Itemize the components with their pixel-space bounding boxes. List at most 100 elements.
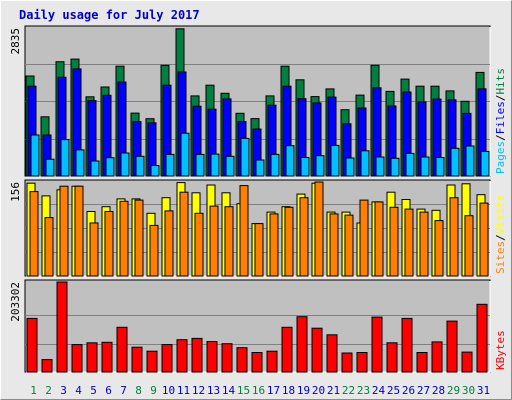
bar-sites-10 bbox=[164, 210, 174, 277]
bar-sites-19 bbox=[299, 197, 309, 277]
day-label-30: 30 bbox=[462, 384, 475, 397]
day-label-4: 4 bbox=[75, 384, 82, 397]
legend-separator: / bbox=[494, 134, 507, 141]
bar-sites-15 bbox=[239, 185, 249, 277]
bar-pages-19 bbox=[300, 157, 310, 177]
bar-kbytes-24 bbox=[371, 316, 383, 373]
bar-kbytes-22 bbox=[341, 352, 353, 373]
bar-pages-20 bbox=[315, 155, 325, 177]
bar-kbytes-30 bbox=[461, 351, 473, 373]
day-label-13: 13 bbox=[207, 384, 220, 397]
legend-visits: Visits bbox=[494, 195, 507, 235]
bar-sites-11 bbox=[179, 191, 189, 277]
day-label-19: 19 bbox=[297, 384, 310, 397]
bar-kbytes-21 bbox=[326, 334, 338, 373]
legend-files: Files bbox=[494, 101, 507, 134]
day-label-31: 31 bbox=[477, 384, 490, 397]
day-label-15: 15 bbox=[237, 384, 250, 397]
bar-kbytes-23 bbox=[356, 352, 368, 373]
day-label-29: 29 bbox=[447, 384, 460, 397]
bar-kbytes-18 bbox=[281, 326, 293, 373]
bar-pages-13 bbox=[210, 153, 220, 177]
legend-kbytes: KBytes bbox=[494, 330, 507, 370]
bar-sites-17 bbox=[269, 213, 279, 277]
day-label-27: 27 bbox=[417, 384, 430, 397]
day-label-22: 22 bbox=[342, 384, 355, 397]
legend-separator: / bbox=[494, 234, 507, 241]
bar-sites-3 bbox=[59, 185, 69, 277]
day-label-23: 23 bbox=[357, 384, 370, 397]
bar-pages-22 bbox=[345, 157, 355, 177]
bar-pages-7 bbox=[120, 152, 130, 177]
bar-sites-31 bbox=[479, 202, 489, 277]
bar-pages-16 bbox=[255, 159, 265, 177]
bar-kbytes-17 bbox=[266, 350, 278, 373]
bar-sites-22 bbox=[344, 214, 354, 277]
bar-kbytes-29 bbox=[446, 320, 458, 373]
day-label-25: 25 bbox=[387, 384, 400, 397]
day-label-8: 8 bbox=[135, 384, 142, 397]
bar-sites-16 bbox=[254, 223, 264, 277]
bar-sites-13 bbox=[209, 205, 219, 277]
bar-pages-11 bbox=[180, 132, 190, 177]
y-max-label-3: 203302 bbox=[9, 282, 22, 322]
bar-pages-18 bbox=[285, 145, 295, 177]
day-label-16: 16 bbox=[252, 384, 265, 397]
bar-pages-28 bbox=[435, 157, 445, 177]
y-max-label-1: 2835 bbox=[9, 28, 22, 55]
day-label-9: 9 bbox=[150, 384, 157, 397]
day-label-24: 24 bbox=[372, 384, 386, 397]
bar-kbytes-1 bbox=[26, 317, 38, 373]
bar-sites-5 bbox=[89, 222, 99, 277]
bar-kbytes-28 bbox=[431, 341, 443, 373]
day-label-12: 12 bbox=[192, 384, 205, 397]
bar-pages-27 bbox=[420, 156, 430, 177]
bar-sites-2 bbox=[44, 217, 54, 277]
chart-title: Daily usage for July 2017 bbox=[19, 8, 200, 22]
bar-pages-12 bbox=[195, 153, 205, 177]
bar-pages-1 bbox=[30, 134, 40, 177]
bar-kbytes-5 bbox=[86, 342, 98, 373]
day-label-3: 3 bbox=[60, 384, 67, 397]
bar-kbytes-8 bbox=[131, 346, 143, 373]
bar-pages-26 bbox=[405, 152, 415, 177]
legend-pages: Pages bbox=[494, 141, 507, 174]
day-label-21: 21 bbox=[327, 384, 340, 397]
legend-2: Sites/Visits bbox=[494, 195, 507, 275]
bar-sites-7 bbox=[119, 200, 129, 277]
day-label-20: 20 bbox=[312, 384, 325, 397]
day-label-26: 26 bbox=[402, 384, 415, 397]
bar-sites-14 bbox=[224, 206, 234, 277]
bar-sites-20 bbox=[314, 181, 324, 277]
bar-sites-21 bbox=[329, 213, 339, 277]
bar-kbytes-15 bbox=[236, 347, 248, 373]
bar-pages-21 bbox=[330, 144, 340, 177]
bar-sites-4 bbox=[74, 185, 84, 277]
legend-separator: / bbox=[494, 95, 507, 102]
bar-kbytes-26 bbox=[401, 317, 413, 373]
bar-pages-6 bbox=[105, 157, 115, 177]
bar-sites-8 bbox=[134, 199, 144, 277]
y-max-label-2: 156 bbox=[9, 182, 22, 202]
bar-pages-10 bbox=[165, 153, 175, 177]
day-label-5: 5 bbox=[90, 384, 97, 397]
legend-hits: Hits bbox=[494, 68, 507, 95]
day-label-2: 2 bbox=[45, 384, 52, 397]
legend-3: KBytes bbox=[494, 330, 507, 370]
day-label-28: 28 bbox=[432, 384, 445, 397]
bar-kbytes-31 bbox=[476, 303, 488, 373]
bar-kbytes-4 bbox=[71, 344, 83, 373]
bar-sites-28 bbox=[434, 220, 444, 277]
bar-kbytes-12 bbox=[191, 337, 203, 373]
bar-pages-24 bbox=[375, 156, 385, 177]
bar-pages-14 bbox=[225, 155, 235, 177]
bar-sites-1 bbox=[29, 191, 39, 277]
bar-sites-23 bbox=[359, 199, 369, 277]
bar-sites-30 bbox=[464, 215, 474, 277]
bar-sites-25 bbox=[389, 206, 399, 277]
day-label-11: 11 bbox=[177, 384, 190, 397]
bar-kbytes-6 bbox=[101, 341, 113, 373]
bar-sites-26 bbox=[404, 208, 414, 277]
